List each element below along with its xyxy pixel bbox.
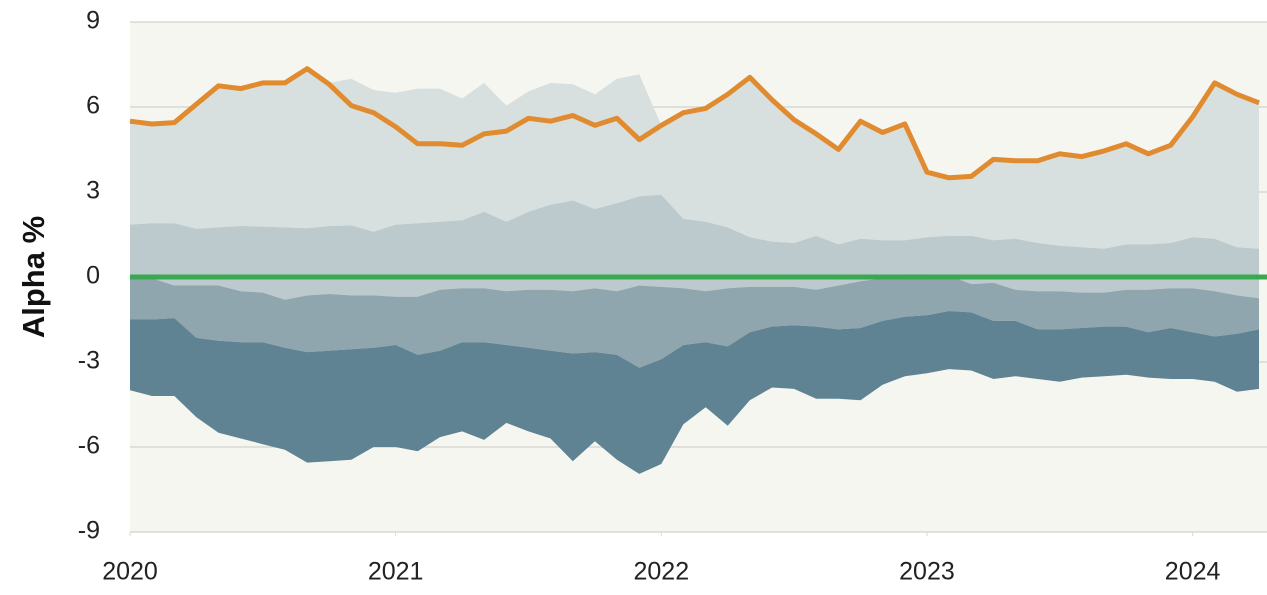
- y-axis-label: Alpha %: [16, 216, 51, 338]
- x-tick-label: 2020: [102, 558, 158, 586]
- x-tick-label: 2024: [1165, 558, 1221, 586]
- y-tick-label: -3: [78, 347, 100, 375]
- x-tick-label: 2021: [368, 558, 424, 586]
- y-tick-label: -9: [78, 517, 100, 545]
- y-tick-label: -6: [78, 432, 100, 460]
- x-tick-label: 2023: [899, 558, 955, 586]
- y-tick-label: 0: [86, 262, 100, 290]
- line-series: [129, 66, 1260, 181]
- band-area: [130, 68, 1259, 249]
- x-tick-label: 2022: [633, 558, 689, 586]
- band-area: [130, 311, 1259, 474]
- y-tick-label: 6: [86, 92, 100, 120]
- y-tick-label: 9: [86, 7, 100, 35]
- y-tick-label: 3: [86, 177, 100, 205]
- band-area: [130, 194, 1259, 300]
- band-area: [130, 274, 1259, 368]
